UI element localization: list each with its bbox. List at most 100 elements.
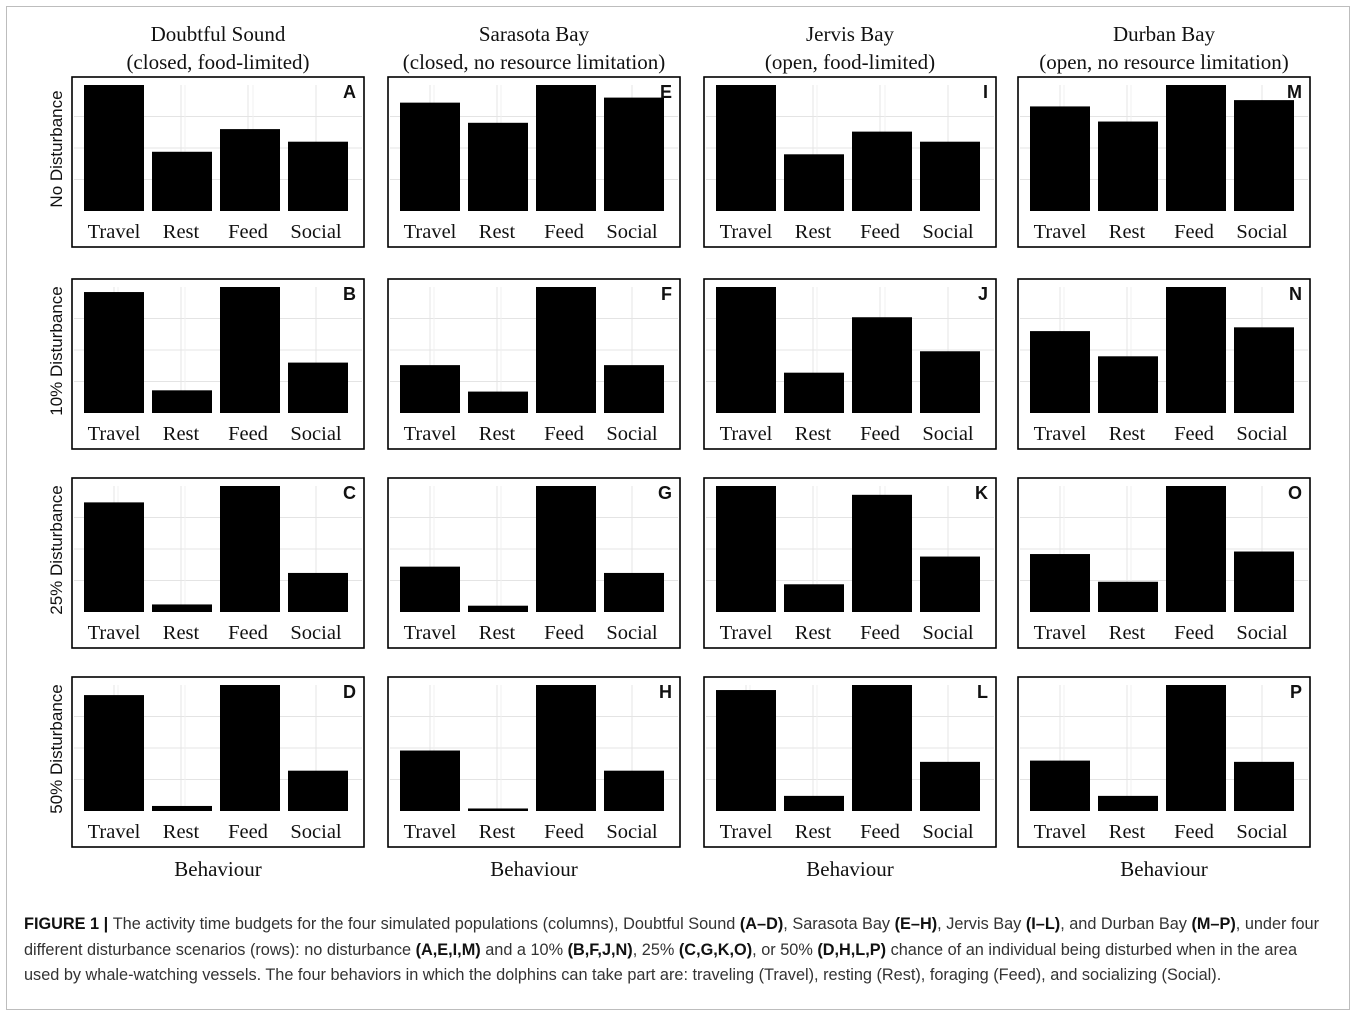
x-axis-label-1: Behaviour bbox=[174, 857, 261, 881]
panel-C: Travel Rest Feed Social C bbox=[71, 477, 365, 649]
tick-label-travel: Travel bbox=[1034, 221, 1087, 243]
tick-label-social: Social bbox=[922, 221, 974, 243]
panel-E: Travel Rest Feed Social E bbox=[387, 76, 681, 248]
panel-border bbox=[1017, 477, 1311, 649]
column-title-2: Sarasota Bay bbox=[479, 22, 590, 46]
tick-label-feed: Feed bbox=[228, 821, 268, 843]
tick-label-rest: Rest bbox=[1109, 423, 1146, 445]
panel-G: Travel Rest Feed Social G bbox=[387, 477, 681, 649]
panel-N: Travel Rest Feed Social N bbox=[1017, 278, 1311, 450]
caption-text: , and Durban Bay bbox=[1060, 915, 1192, 933]
bar-G-rest bbox=[468, 605, 528, 612]
tick-label-rest: Rest bbox=[1109, 821, 1146, 843]
tick-label-social: Social bbox=[606, 221, 658, 243]
bar-A-social bbox=[288, 141, 348, 211]
caption-bold-text: (M–P) bbox=[1191, 915, 1236, 933]
tick-label-social: Social bbox=[606, 821, 658, 843]
column-subtitle-3: (open, food-limited) bbox=[765, 50, 935, 74]
tick-label-travel: Travel bbox=[1034, 423, 1087, 445]
bar-J-feed bbox=[852, 317, 912, 413]
tick-label-social: Social bbox=[1236, 821, 1288, 843]
bar-I-social bbox=[920, 141, 980, 211]
tick-label-rest: Rest bbox=[795, 622, 832, 644]
tick-label-social: Social bbox=[606, 622, 658, 644]
panel-border bbox=[703, 278, 997, 450]
tick-label-feed: Feed bbox=[544, 821, 584, 843]
tick-label-travel: Travel bbox=[404, 622, 457, 644]
bar-A-travel bbox=[84, 85, 144, 211]
row-label-1: No Disturbance bbox=[47, 90, 66, 207]
bar-F-social bbox=[604, 365, 664, 413]
bar-K-social bbox=[920, 556, 980, 612]
bar-N-travel bbox=[1030, 331, 1090, 413]
bar-F-rest bbox=[468, 391, 528, 413]
panel-border bbox=[1017, 278, 1311, 450]
caption-bold-text: FIGURE 1 | bbox=[24, 915, 113, 933]
caption-bold-text: (I–L) bbox=[1025, 915, 1061, 933]
bar-L-rest bbox=[784, 795, 844, 811]
panel-O: Travel Rest Feed Social O bbox=[1017, 477, 1311, 649]
bar-G-travel bbox=[400, 566, 460, 612]
caption-text: , or 50% bbox=[752, 940, 818, 959]
tick-label-social: Social bbox=[922, 622, 974, 644]
tick-label-rest: Rest bbox=[795, 821, 832, 843]
tick-label-social: Social bbox=[290, 821, 342, 843]
caption-text: , under four different disturbance scena… bbox=[24, 915, 1320, 959]
panel-letter: L bbox=[977, 682, 988, 702]
panel-border bbox=[71, 676, 365, 848]
column-subtitle-4: (open, no resource limitation) bbox=[1039, 50, 1289, 74]
tick-label-feed: Feed bbox=[544, 221, 584, 243]
tick-label-rest: Rest bbox=[1109, 221, 1146, 243]
bar-O-feed bbox=[1166, 486, 1226, 612]
panel-letter: O bbox=[1288, 483, 1302, 503]
panel-letter: F bbox=[661, 284, 672, 304]
bar-C-social bbox=[288, 572, 348, 612]
tick-label-travel: Travel bbox=[88, 423, 141, 445]
x-axis-label-3: Behaviour bbox=[806, 857, 893, 881]
caption-bold-text: (E–H) bbox=[894, 915, 938, 933]
bar-P-rest bbox=[1098, 795, 1158, 811]
tick-label-social: Social bbox=[1236, 423, 1288, 445]
tick-label-travel: Travel bbox=[88, 221, 141, 243]
x-axis-label-2: Behaviour bbox=[490, 857, 577, 881]
bar-A-rest bbox=[152, 151, 212, 211]
bar-N-social bbox=[1234, 327, 1294, 413]
bar-H-rest bbox=[468, 808, 528, 811]
panel-border bbox=[387, 76, 681, 248]
panel-F: Travel Rest Feed Social F bbox=[387, 278, 681, 450]
bar-P-feed bbox=[1166, 685, 1226, 811]
tick-label-social: Social bbox=[1236, 221, 1288, 243]
tick-label-feed: Feed bbox=[228, 622, 268, 644]
bar-D-social bbox=[288, 770, 348, 811]
panel-letter: M bbox=[1287, 82, 1302, 102]
bar-K-rest bbox=[784, 584, 844, 612]
figure-chart-grid: Doubtful Sound (closed, food-limited) Sara… bbox=[47, 22, 1311, 881]
bar-I-rest bbox=[784, 154, 844, 211]
bar-B-rest bbox=[152, 390, 212, 413]
tick-label-travel: Travel bbox=[404, 423, 457, 445]
tick-label-social: Social bbox=[290, 221, 342, 243]
panel-letter: P bbox=[1290, 682, 1302, 702]
tick-label-feed: Feed bbox=[1174, 221, 1214, 243]
tick-label-travel: Travel bbox=[720, 423, 773, 445]
panel-border bbox=[71, 278, 365, 450]
panel-letter: I bbox=[983, 82, 988, 102]
bar-E-social bbox=[604, 97, 664, 211]
tick-label-feed: Feed bbox=[544, 423, 584, 445]
panel-border bbox=[1017, 676, 1311, 848]
bar-D-feed bbox=[220, 685, 280, 811]
tick-label-feed: Feed bbox=[1174, 622, 1214, 644]
panel-letter: H bbox=[659, 682, 672, 702]
bar-P-travel bbox=[1030, 760, 1090, 811]
panel-I: Travel Rest Feed Social I bbox=[703, 76, 997, 248]
tick-label-feed: Feed bbox=[860, 821, 900, 843]
panel-letter: G bbox=[658, 483, 672, 503]
x-axis-label-4: Behaviour bbox=[1120, 857, 1207, 881]
tick-label-social: Social bbox=[290, 423, 342, 445]
bar-M-travel bbox=[1030, 106, 1090, 211]
caption-bold-text: (B,F,J,N) bbox=[567, 940, 633, 959]
column-title-3: Jervis Bay bbox=[806, 22, 895, 46]
tick-label-rest: Rest bbox=[479, 821, 516, 843]
panel-border bbox=[1017, 76, 1311, 248]
bar-I-feed bbox=[852, 131, 912, 211]
